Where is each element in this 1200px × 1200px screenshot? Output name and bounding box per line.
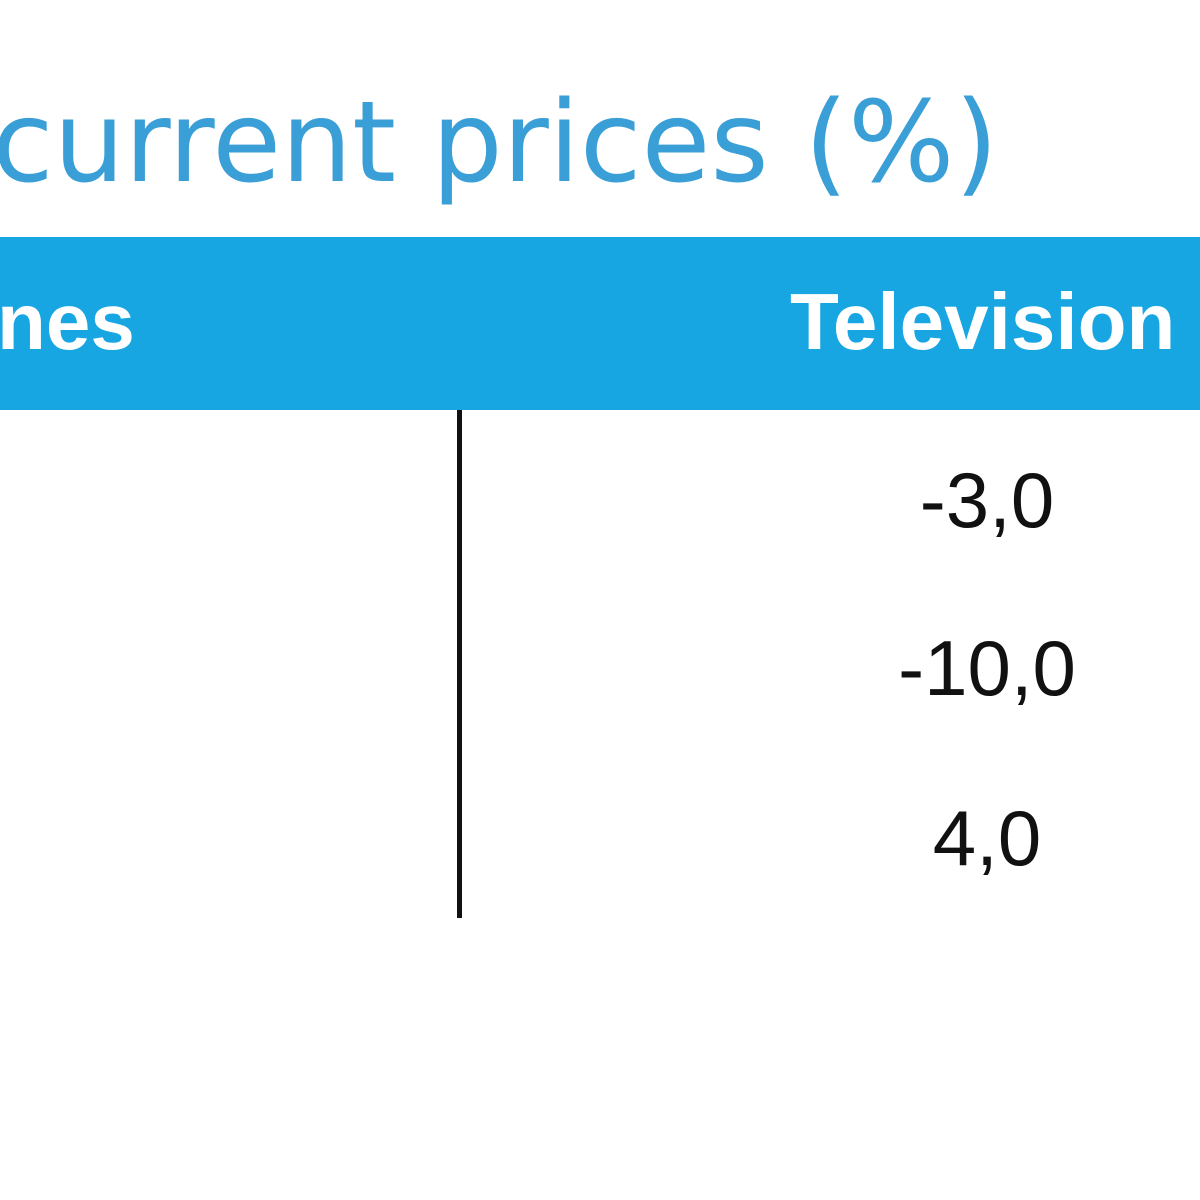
table-cell: -3,0 — [919, 456, 1055, 544]
header-cell: nes — [0, 277, 135, 366]
column-divider — [457, 410, 462, 918]
table-cell: -10,0 — [898, 624, 1076, 712]
table-cell: 4,0 — [932, 794, 1042, 882]
header-cell: Television — [790, 277, 1176, 366]
header-row: nes Television — [0, 237, 1200, 410]
table-title: current prices (%) — [0, 78, 999, 208]
